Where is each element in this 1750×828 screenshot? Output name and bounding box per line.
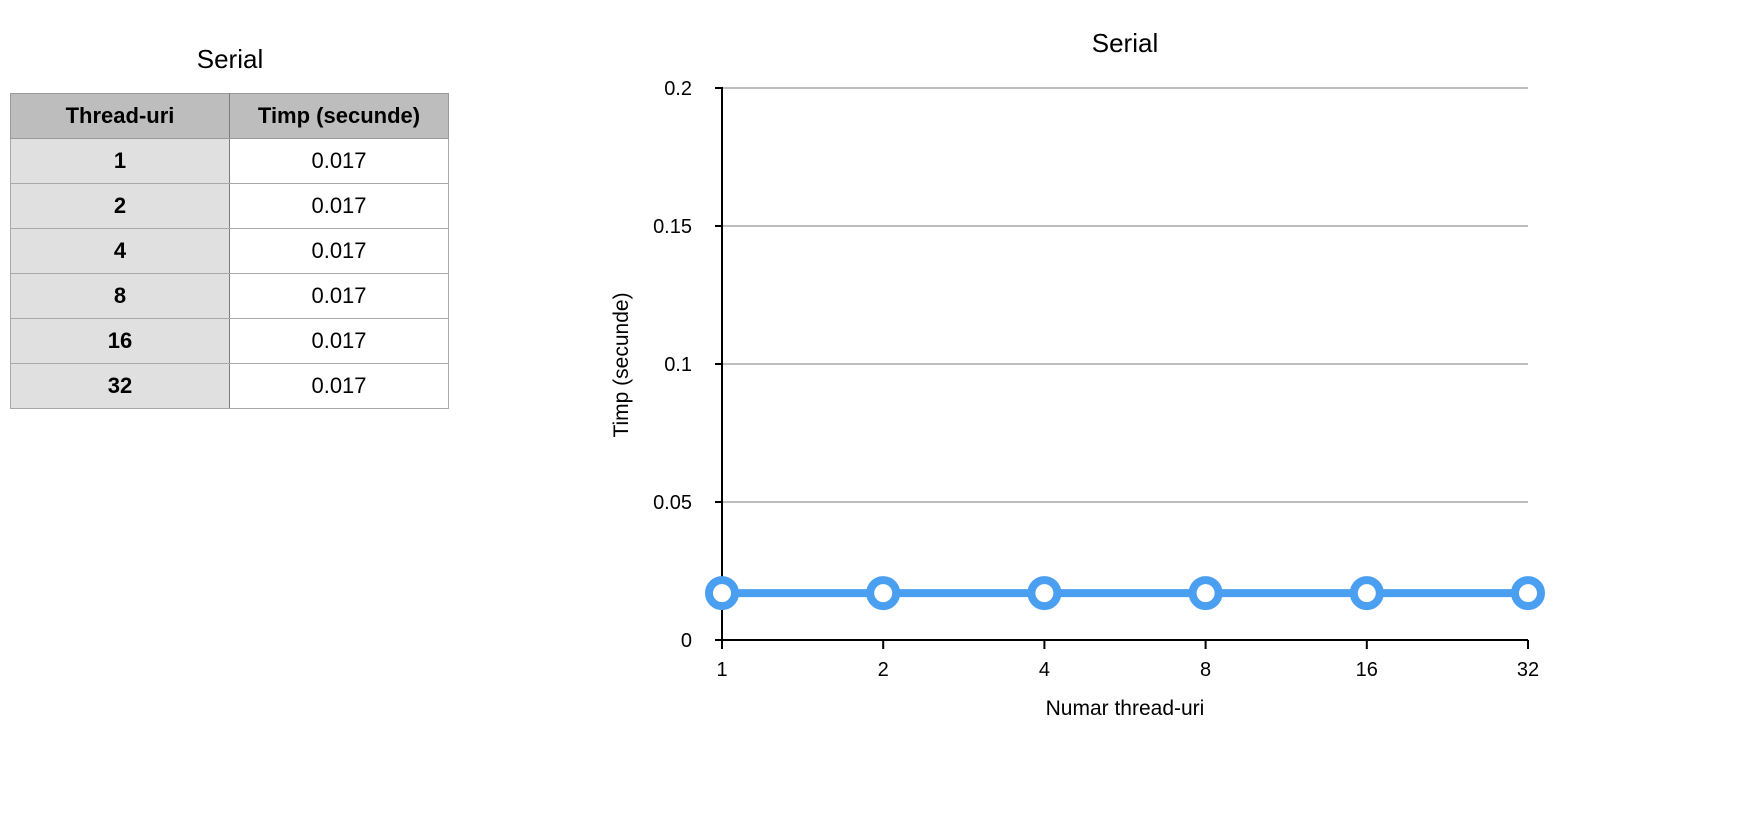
data-point: [1349, 576, 1384, 611]
thread-count-cell: 32: [10, 363, 230, 409]
y-tick-label: 0.1: [664, 354, 692, 376]
time-cell: 0.017: [229, 183, 449, 229]
x-axis-label: Numar thread-uri: [1046, 697, 1205, 720]
x-tick-label: 32: [1517, 659, 1539, 681]
axis-layer: 0 0.05 0.1 0.15 0.2 1 2 4 8 16 32: [653, 78, 1539, 681]
data-point: [1188, 576, 1223, 611]
table-row: 32 0.017: [10, 363, 449, 409]
thread-count-cell: 8: [10, 273, 230, 319]
chart-title: Serial: [1092, 28, 1158, 58]
table-row: 1 0.017: [10, 138, 449, 184]
data-point: [866, 576, 901, 611]
x-tick-label: 8: [1200, 659, 1211, 681]
table-header-row: Thread-uri Timp (secunde): [10, 93, 449, 139]
data-table: Thread-uri Timp (secunde) 1 0.017 2 0.01…: [10, 93, 449, 409]
thread-count-cell: 4: [10, 228, 230, 274]
time-cell: 0.017: [229, 273, 449, 319]
data-point: [1511, 576, 1545, 611]
x-tick-label: 2: [878, 659, 889, 681]
table-row: 4 0.017: [10, 228, 449, 274]
y-tick-label: 0: [681, 630, 692, 652]
time-cell: 0.017: [229, 363, 449, 409]
y-axis-label: Timp (secunde): [610, 292, 633, 437]
time-cell: 0.017: [229, 318, 449, 364]
series-layer: [705, 576, 1545, 611]
data-point: [1027, 576, 1062, 611]
thread-count-cell: 1: [10, 138, 230, 184]
table-title: Serial: [196, 44, 264, 74]
y-tick-label: 0.2: [664, 78, 692, 100]
x-tick-label: 1: [716, 659, 727, 681]
data-point: [705, 576, 739, 611]
grid-layer: [722, 87, 1528, 503]
header-thread-count: Thread-uri: [10, 93, 230, 139]
y-tick-label: 0.05: [653, 492, 692, 514]
x-tick-label: 16: [1356, 659, 1378, 681]
thread-count-cell: 16: [10, 318, 230, 364]
table-row: 8 0.017: [10, 273, 449, 319]
header-time: Timp (secunde): [229, 93, 449, 139]
x-tick-label: 4: [1039, 659, 1050, 681]
time-cell: 0.017: [229, 138, 449, 184]
table-row: 16 0.017: [10, 318, 449, 364]
time-cell: 0.017: [229, 228, 449, 274]
y-tick-label: 0.15: [653, 216, 692, 238]
